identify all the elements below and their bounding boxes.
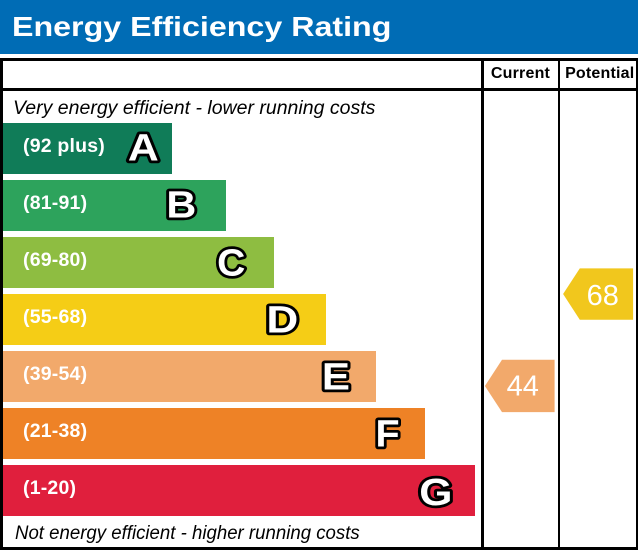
svg-text:44: 44 — [507, 371, 539, 403]
svg-text:C: C — [217, 243, 245, 285]
svg-text:A: A — [128, 128, 159, 170]
svg-text:F: F — [376, 414, 400, 456]
svg-text:E: E — [322, 357, 350, 399]
svg-text:B: B — [166, 185, 196, 227]
svg-text:D: D — [266, 300, 298, 342]
svg-text:68: 68 — [587, 280, 619, 312]
svg-text:G: G — [419, 472, 452, 514]
